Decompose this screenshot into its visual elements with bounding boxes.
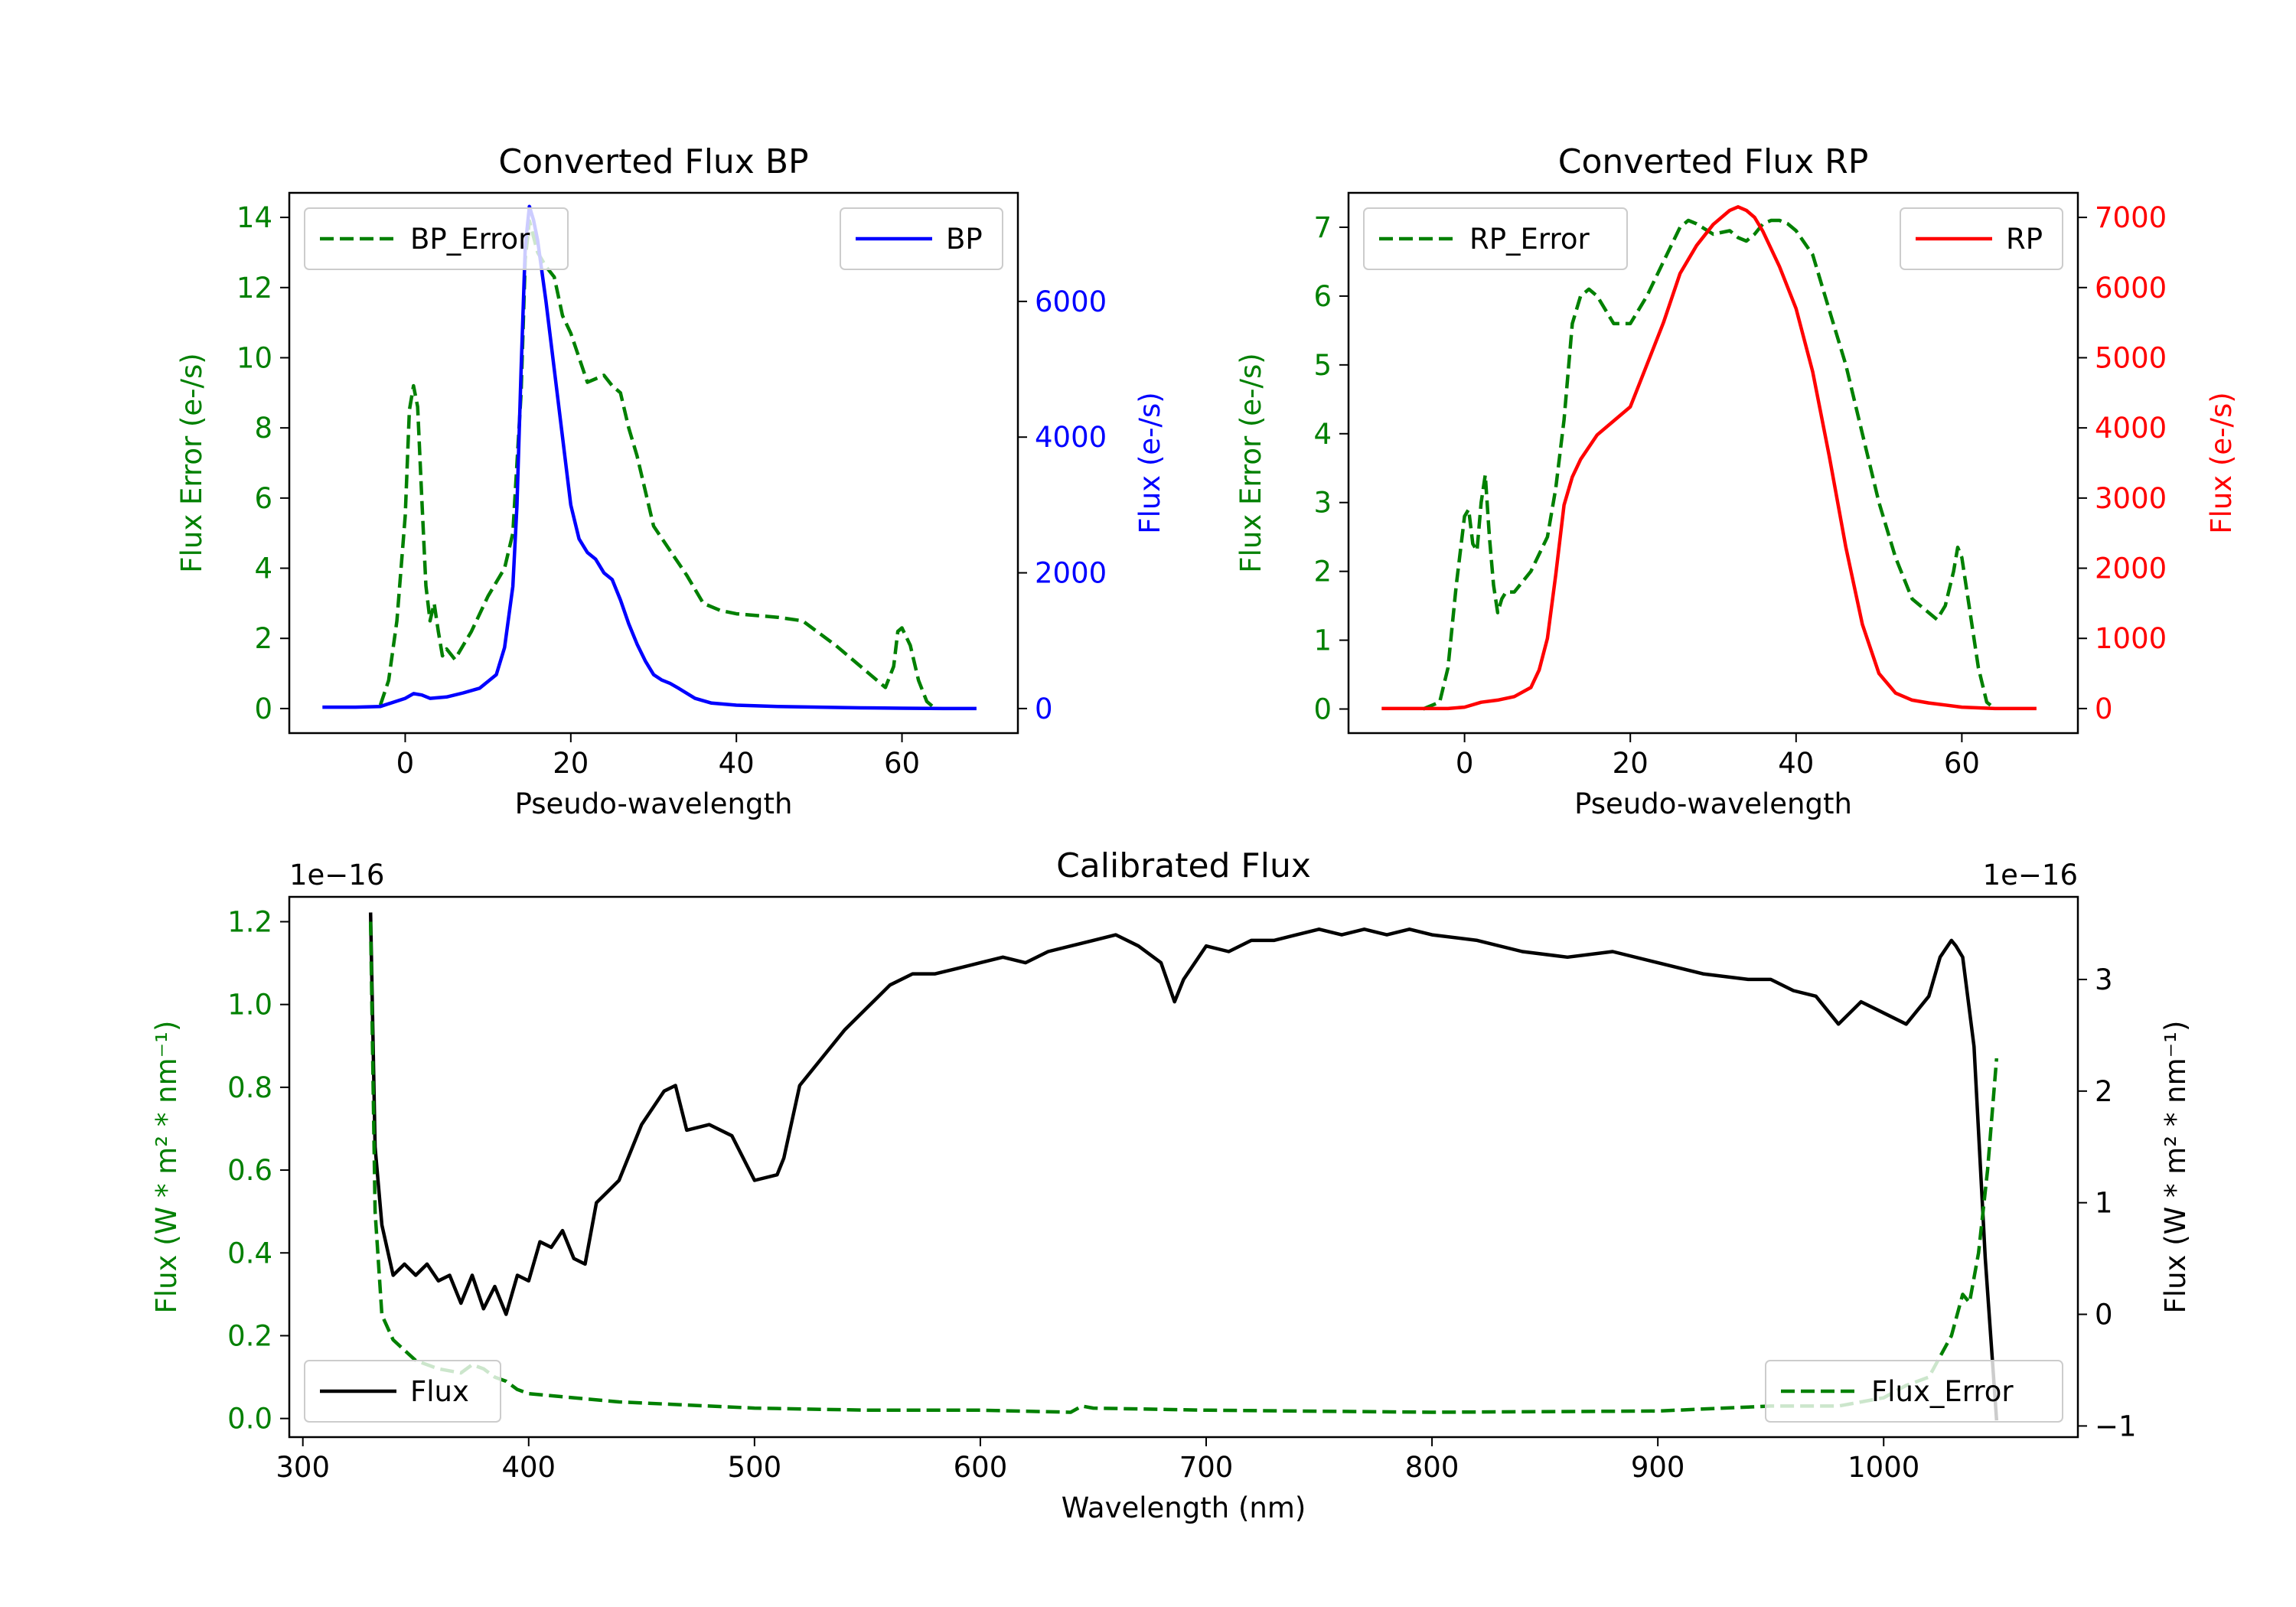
x-axis-label: Wavelength (nm) (1062, 1491, 1306, 1524)
legend-label: BP (946, 223, 983, 256)
y-left-tick-label: 14 (236, 201, 272, 234)
x-axis-label: Pseudo-wavelength (515, 787, 793, 820)
plot-frame (1347, 191, 2079, 735)
y-left-axis-label: Flux Error (e-/s) (175, 353, 208, 572)
y-left-offset-label: 1e−16 (289, 859, 384, 892)
y-left-tick-label: 6 (254, 482, 272, 515)
x-tick-label: 60 (1944, 747, 1980, 780)
chart-title: Converted Flux RP (1558, 142, 1869, 181)
y-left-tick-label: 10 (236, 341, 272, 374)
x-tick-label: 400 (501, 1451, 556, 1484)
chart-title: Converted Flux BP (498, 142, 808, 181)
y-left-tick-label: 1.0 (227, 989, 272, 1022)
y-left-tick-label: 0.8 (227, 1071, 272, 1104)
legend-rp-error: RP_Error (1363, 207, 1628, 270)
plot-frame (288, 895, 2079, 1439)
legend-label: RP (2006, 223, 2043, 256)
legend-label: BP_Error (410, 223, 530, 256)
x-axis-label: Pseudo-wavelength (1574, 787, 1852, 820)
x-tick-label: 60 (884, 747, 920, 780)
y-left-axis-label: Flux Error (e-/s) (1234, 353, 1267, 572)
y-left-tick-label: 2 (1313, 556, 1332, 588)
y-left-axis-label: Flux (W * m² * nm⁻¹) (150, 1021, 183, 1314)
y-left-tick-label: 6 (1313, 280, 1332, 313)
y-right-axis-label: Flux (W * m² * nm⁻¹) (2159, 1021, 2192, 1314)
legend-box (1765, 1360, 2063, 1423)
x-tick-label: 40 (1778, 747, 1814, 780)
legend-box (304, 1360, 501, 1423)
y-right-axis-label: Flux (e-/s) (2205, 392, 2238, 533)
y-right-tick-label: 6000 (2095, 272, 2167, 305)
x-tick-label: 300 (276, 1451, 330, 1484)
y-left-tick-label: 4 (1313, 418, 1332, 451)
y-right-tick-label: 5000 (2095, 341, 2167, 374)
chart-rp: 0 20 40 60 0 1 2 3 4 5 6 7 0 1000 2000 3000 4000 5000 6000… (1234, 142, 2238, 820)
y-left-tick-label: 0 (1313, 693, 1332, 726)
y-right-tick-label: 1000 (2095, 622, 2167, 655)
y-left-tick-label: 2 (254, 622, 272, 655)
y-left-tick-label: 1.2 (227, 905, 272, 938)
series-line-rp (1381, 205, 2037, 711)
legend-box (1363, 207, 1628, 270)
chart-bp: 0 20 40 60 0 2 4 6 8 10 12 14 0 2000 4000 6000 Converted… (175, 142, 1166, 820)
legend-label: Flux (410, 1375, 469, 1408)
x-tick-label: 700 (1179, 1451, 1234, 1484)
series-line-flux (368, 912, 1999, 1421)
x-tick-label: 500 (728, 1451, 782, 1484)
x-tick-label: 0 (396, 747, 415, 780)
y-left-tick-label: 0 (254, 693, 272, 725)
series-line-flux-error (368, 921, 1999, 1414)
y-left-tick-label: 0.0 (227, 1403, 272, 1436)
legend-label: RP_Error (1469, 223, 1590, 256)
y-right-tick-label: 6000 (1035, 285, 1107, 318)
x-tick-label: 40 (719, 747, 755, 780)
x-tick-label: 20 (553, 747, 589, 780)
y-right-tick-label: 3000 (2095, 482, 2167, 515)
y-left-tick-label: 0.2 (227, 1319, 272, 1352)
legend-bp-error: BP_Error (304, 207, 569, 270)
y-left-tick-label: 4 (254, 553, 272, 585)
y-left-tick-label: 3 (1313, 487, 1332, 520)
y-right-tick-label: 0 (2095, 693, 2113, 725)
series-line-bp (322, 204, 977, 711)
y-right-tick-label: 4000 (2095, 412, 2167, 445)
legend-bp: BP (840, 207, 1003, 270)
y-right-axis-label: Flux (e-/s) (1133, 392, 1166, 533)
plot-frame (288, 191, 1019, 735)
y-left-tick-label: 0.4 (227, 1237, 272, 1270)
y-right-tick-label: 4000 (1035, 421, 1107, 454)
y-right-tick-label: 0 (2095, 1299, 2113, 1332)
x-tick-label: 0 (1456, 747, 1474, 780)
x-tick-label: 1000 (1848, 1451, 1919, 1484)
y-left-tick-label: 0.6 (227, 1154, 272, 1187)
legend-rp: RP (1900, 207, 2063, 270)
y-right-tick-label: 7000 (2095, 201, 2167, 234)
y-right-tick-label: 0 (1035, 693, 1053, 725)
y-right-tick-label: 2000 (1035, 557, 1107, 590)
y-left-tick-label: 1 (1313, 624, 1332, 657)
chart-title: Calibrated Flux (1056, 846, 1311, 885)
y-right-tick-label: −1 (2095, 1410, 2137, 1442)
legend-label: Flux_Error (1871, 1375, 2014, 1408)
series-line-rp-error (1422, 218, 1997, 711)
y-left-tick-label: 7 (1313, 211, 1332, 244)
legend-flux: Flux (304, 1360, 501, 1423)
x-tick-label: 900 (1631, 1451, 1685, 1484)
y-left-tick-label: 5 (1313, 349, 1332, 382)
series-line-bp-error (378, 219, 937, 710)
y-right-tick-label: 2000 (2095, 553, 2167, 585)
y-right-tick-label: 2 (2095, 1075, 2113, 1108)
y-right-tick-label: 3 (2095, 963, 2113, 996)
x-tick-label: 600 (954, 1451, 1008, 1484)
y-right-tick-label: 1 (2095, 1187, 2113, 1220)
legend-flux-error: Flux_Error (1765, 1360, 2063, 1423)
x-tick-label: 20 (1613, 747, 1649, 780)
legend-box (304, 207, 569, 270)
x-tick-label: 800 (1405, 1451, 1459, 1484)
y-left-tick-label: 8 (254, 412, 272, 445)
chart-cal: 300 400 500 600 700 800 900 1000 0.0 0.2 0.4 0.6 0.8… (150, 846, 2192, 1524)
y-right-offset-label: 1e−16 (1983, 859, 2078, 892)
y-left-tick-label: 12 (236, 272, 272, 305)
